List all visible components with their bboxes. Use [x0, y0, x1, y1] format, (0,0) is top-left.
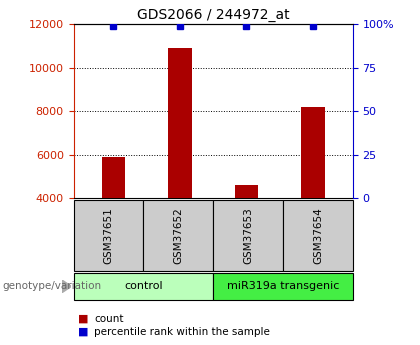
- Text: ■: ■: [78, 327, 88, 337]
- Text: miR319a transgenic: miR319a transgenic: [227, 282, 339, 291]
- Bar: [168, 48, 192, 198]
- Bar: [235, 185, 258, 198]
- Text: ■: ■: [78, 314, 88, 324]
- Text: GSM37652: GSM37652: [173, 207, 183, 264]
- Bar: [102, 157, 125, 198]
- Text: GSM37654: GSM37654: [313, 207, 323, 264]
- Text: control: control: [124, 282, 163, 291]
- Bar: [301, 107, 325, 198]
- Text: count: count: [94, 314, 124, 324]
- Text: percentile rank within the sample: percentile rank within the sample: [94, 327, 270, 337]
- Text: GSM37651: GSM37651: [103, 207, 113, 264]
- Polygon shape: [62, 280, 71, 293]
- Text: genotype/variation: genotype/variation: [2, 282, 101, 291]
- Text: GSM37653: GSM37653: [243, 207, 253, 264]
- Title: GDS2066 / 244972_at: GDS2066 / 244972_at: [137, 8, 289, 22]
